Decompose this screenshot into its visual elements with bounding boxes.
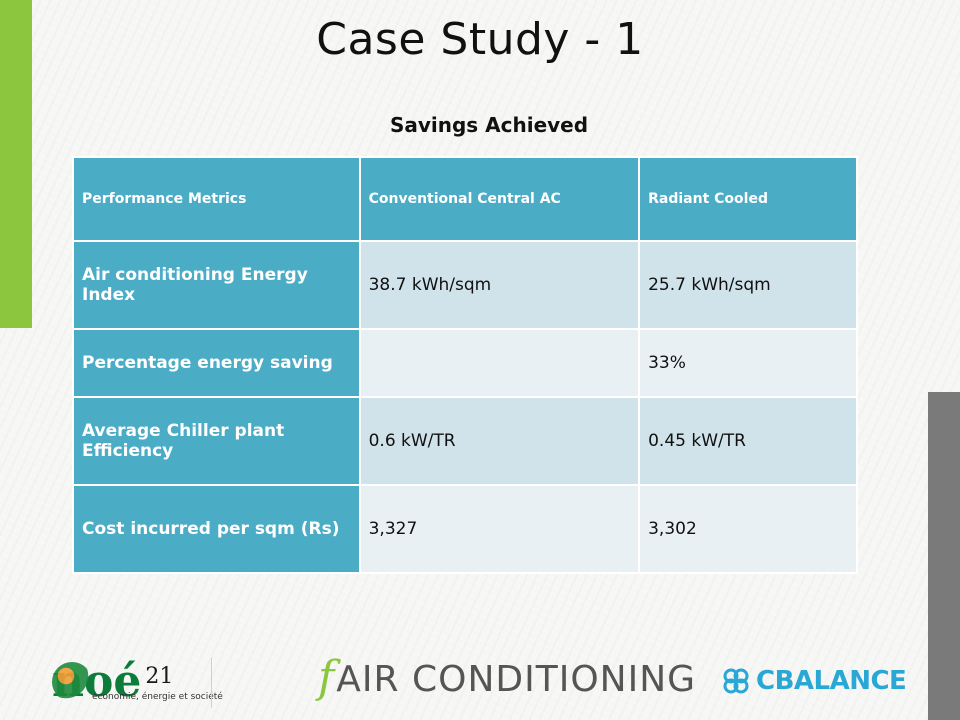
table-row: Percentage energy saving 33% bbox=[72, 328, 858, 398]
cbalance-text: CBALANCE bbox=[756, 666, 907, 696]
row-label: Percentage energy saving bbox=[72, 328, 361, 398]
fair-logo-text: AIR CONDITIONING bbox=[336, 659, 697, 700]
conventional-value: 38.7 kWh/sqm bbox=[358, 240, 641, 330]
radiant-value: 33% bbox=[638, 328, 858, 398]
radiant-value: 25.7 kWh/sqm bbox=[638, 240, 858, 330]
cbalance-logo: CBALANCE bbox=[722, 666, 907, 696]
slide-subtitle: Savings Achieved bbox=[389, 113, 589, 137]
header-performance-metrics: Performance Metrics bbox=[72, 156, 361, 242]
gray-accent-bar bbox=[928, 392, 960, 720]
row-label: Cost incurred per sqm (Rs) bbox=[72, 484, 361, 574]
footer-logos: noé 21 économie, énergie et société f AI… bbox=[0, 650, 960, 720]
row-label: Air conditioning Energy Index bbox=[72, 240, 361, 330]
conventional-value bbox=[358, 328, 641, 398]
conventional-value: 0.6 kW/TR bbox=[358, 396, 641, 486]
header-conventional-ac: Conventional Central AC bbox=[358, 156, 641, 242]
slide-title: Case Study - 1 bbox=[316, 14, 644, 65]
radiant-value: 3,302 bbox=[638, 484, 858, 574]
noe-tagline: économie, énergie et société bbox=[92, 692, 223, 702]
noe21-logo: noé 21 économie, énergie et société bbox=[52, 660, 223, 708]
noe-logo-number: 21 bbox=[145, 664, 174, 689]
table-row: Cost incurred per sqm (Rs) 3,327 3,302 bbox=[72, 484, 858, 574]
table-header-row: Performance Metrics Conventional Central… bbox=[72, 156, 858, 242]
green-accent-bar bbox=[0, 0, 32, 328]
radiant-value: 0.45 kW/TR bbox=[638, 396, 858, 486]
table-row: Air conditioning Energy Index 38.7 kWh/s… bbox=[72, 240, 858, 330]
conventional-value: 3,327 bbox=[358, 484, 641, 574]
cbalance-icon bbox=[723, 668, 749, 694]
metrics-table: Performance Metrics Conventional Central… bbox=[72, 156, 858, 574]
fair-conditioning-logo: f AIR CONDITIONING bbox=[318, 654, 696, 702]
logo-divider bbox=[211, 658, 212, 708]
noe-globe-icon bbox=[52, 662, 92, 702]
fair-logo-f: f bbox=[318, 652, 335, 703]
header-radiant-cooled: Radiant Cooled bbox=[638, 156, 858, 242]
table-row: Average Chiller plant Efficiency 0.6 kW/… bbox=[72, 396, 858, 486]
row-label: Average Chiller plant Efficiency bbox=[72, 396, 361, 486]
